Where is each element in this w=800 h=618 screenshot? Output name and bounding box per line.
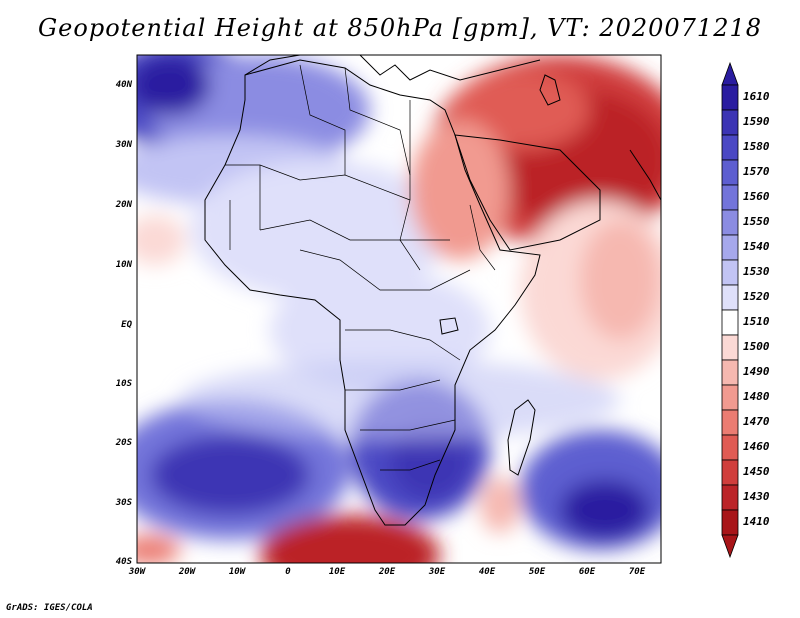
colorbar-swatch xyxy=(721,284,739,311)
lon-label: 20W xyxy=(178,567,196,577)
colorbar-swatch xyxy=(721,234,739,261)
colorbar-label: 1430 xyxy=(743,489,770,503)
colorbar-swatch xyxy=(721,384,739,411)
lon-label: 20E xyxy=(378,567,396,577)
colorbar-label: 1560 xyxy=(743,189,770,203)
colorbar-label: 1610 xyxy=(743,89,770,103)
colorbar-swatch xyxy=(721,259,739,286)
colorbar-label: 1510 xyxy=(743,314,770,328)
lon-label: 50E xyxy=(528,567,546,577)
colorbar-swatch xyxy=(721,359,739,386)
lat-label: 30S xyxy=(115,498,132,508)
lon-label: 60E xyxy=(578,567,596,577)
colorbar-swatch xyxy=(721,484,739,511)
colorbar-top-arrow xyxy=(721,61,739,86)
colorbar-swatch xyxy=(721,184,739,211)
lat-label: 30N xyxy=(115,140,132,150)
colorbar-swatch xyxy=(721,309,739,336)
lon-label: 10W xyxy=(228,567,246,577)
colorbar-label: 1460 xyxy=(743,439,770,453)
colorbar-swatch xyxy=(721,409,739,436)
colorbar-label: 1570 xyxy=(743,164,770,178)
lat-label: 20S xyxy=(115,438,132,448)
colorbar-swatch xyxy=(721,334,739,361)
lat-label: 10N xyxy=(115,260,132,270)
lat-label: 40N xyxy=(115,80,132,90)
colorbar-swatch xyxy=(721,134,739,161)
lat-label: 10S xyxy=(115,379,132,389)
lon-label: 40E xyxy=(478,567,496,577)
colorbar-swatch xyxy=(721,109,739,136)
colorbar-label: 1530 xyxy=(743,264,770,278)
colorbar-label: 1480 xyxy=(743,389,770,403)
colorbar-swatch xyxy=(721,84,739,111)
height-field xyxy=(137,55,661,563)
country-borders xyxy=(225,64,496,471)
colorbar-bottom-arrow xyxy=(721,534,739,559)
colorbar-label: 1450 xyxy=(743,464,770,478)
lat-label: EQ xyxy=(121,320,132,330)
colorbar-swatch xyxy=(721,434,739,461)
colorbar-swatch xyxy=(721,509,739,536)
plot-frame xyxy=(136,54,662,564)
colorbar-label: 1550 xyxy=(743,214,770,228)
credit-text: GrADS: IGES/COLA xyxy=(6,603,93,613)
coastlines xyxy=(204,55,661,526)
map-title: Geopotential Height at 850hPa [gpm], VT:… xyxy=(38,14,762,42)
lon-label: 0 xyxy=(285,567,291,577)
lon-label: 30W xyxy=(128,567,146,577)
colorbar-label: 1470 xyxy=(743,414,770,428)
colorbar-label: 1410 xyxy=(743,514,770,528)
colorbar-label: 1490 xyxy=(743,364,770,378)
colorbar-swatch xyxy=(721,159,739,186)
lat-label: 40S xyxy=(115,557,132,567)
colorbar-label: 1500 xyxy=(743,339,770,353)
lon-label: 70E xyxy=(628,567,646,577)
colorbar-swatch xyxy=(721,459,739,486)
colorbar-swatch xyxy=(721,209,739,236)
colorbar-label: 1590 xyxy=(743,114,770,128)
colorbar xyxy=(721,61,739,559)
lon-label: 10E xyxy=(328,567,346,577)
colorbar-label: 1580 xyxy=(743,139,770,153)
lat-label: 20N xyxy=(115,200,132,210)
colorbar-label: 1540 xyxy=(743,239,770,253)
lon-label: 30E xyxy=(428,567,446,577)
colorbar-label: 1520 xyxy=(743,289,770,303)
